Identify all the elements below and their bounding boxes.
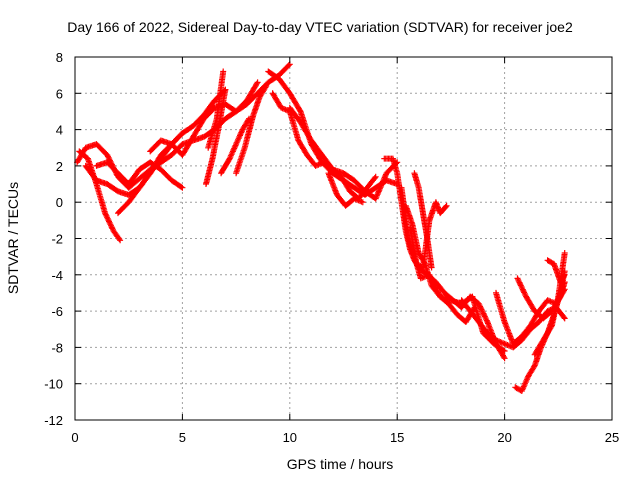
series-7-markers [203,86,229,187]
x-tick-label-4: 20 [497,430,511,445]
y-axis-ticks: -12 -10 -8 -6 -4 -2 0 2 4 6 8 [44,50,612,428]
y-tick-label-7: 2 [56,159,63,174]
y-axis-label: SDTVAR / TECUs [5,182,21,294]
chart-title: Day 166 of 2022, Sidereal Day-to-day VTE… [67,19,573,35]
series-5-markers [115,86,229,217]
series-24-markers [531,250,568,358]
y-tick-label-8: 4 [56,123,63,138]
series-12 [269,90,379,202]
series-1-markers [74,61,293,191]
series-13-markers [286,104,401,202]
y-tick-label-0: -12 [44,413,63,428]
series-12-markers [269,90,379,202]
series-15 [381,155,508,362]
series-13 [286,104,401,202]
y-tick-label-5: -2 [51,232,63,247]
x-tick-label-1: 5 [179,430,186,445]
series-19 [411,170,435,271]
series-17 [402,202,478,325]
y-tick-label-2: -8 [51,340,63,355]
series-9 [218,115,252,177]
series-5 [115,86,229,217]
x-axis-ticks: 0 5 10 15 20 25 [71,57,619,445]
series-14-markers [325,170,366,209]
y-tick-label-6: 0 [56,195,63,210]
x-tick-label-0: 0 [71,430,78,445]
series-1 [74,61,293,191]
x-tick-label-3: 15 [390,430,404,445]
series-24 [531,250,568,358]
x-tick-label-5: 25 [605,430,619,445]
x-tick-label-2: 10 [283,430,297,445]
series-10-markers [233,83,270,177]
y-tick-label-9: 6 [56,86,63,101]
series-25-markers [544,257,568,286]
series-8-markers [205,68,227,151]
series-8 [205,68,227,151]
series-14 [325,170,366,209]
y-tick-label-3: -6 [51,304,63,319]
y-tick-label-1: -10 [44,377,63,392]
series-25 [544,257,568,286]
series-9-markers [218,115,252,177]
x-axis-label: GPS time / hours [287,456,394,472]
series-10 [233,83,270,177]
series-15-markers [381,155,508,362]
y-tick-label-10: 8 [56,50,63,65]
series-19-markers [411,170,435,271]
series-7 [203,86,229,187]
series-17-markers [402,202,478,325]
grid [75,57,612,420]
data-points [74,61,568,394]
y-tick-label-4: -4 [51,268,63,283]
